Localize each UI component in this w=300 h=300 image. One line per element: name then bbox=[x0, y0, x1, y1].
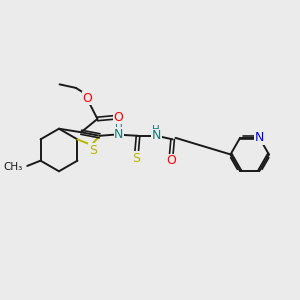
Text: CH₃: CH₃ bbox=[3, 162, 22, 172]
Text: H: H bbox=[115, 124, 123, 134]
Text: O: O bbox=[83, 92, 93, 105]
Text: N: N bbox=[152, 129, 161, 142]
Text: O: O bbox=[113, 111, 123, 124]
Text: O: O bbox=[166, 154, 176, 167]
Text: N: N bbox=[114, 128, 124, 141]
Text: S: S bbox=[89, 144, 97, 157]
Text: S: S bbox=[133, 152, 141, 165]
Text: H: H bbox=[152, 125, 160, 136]
Text: N: N bbox=[255, 131, 264, 144]
